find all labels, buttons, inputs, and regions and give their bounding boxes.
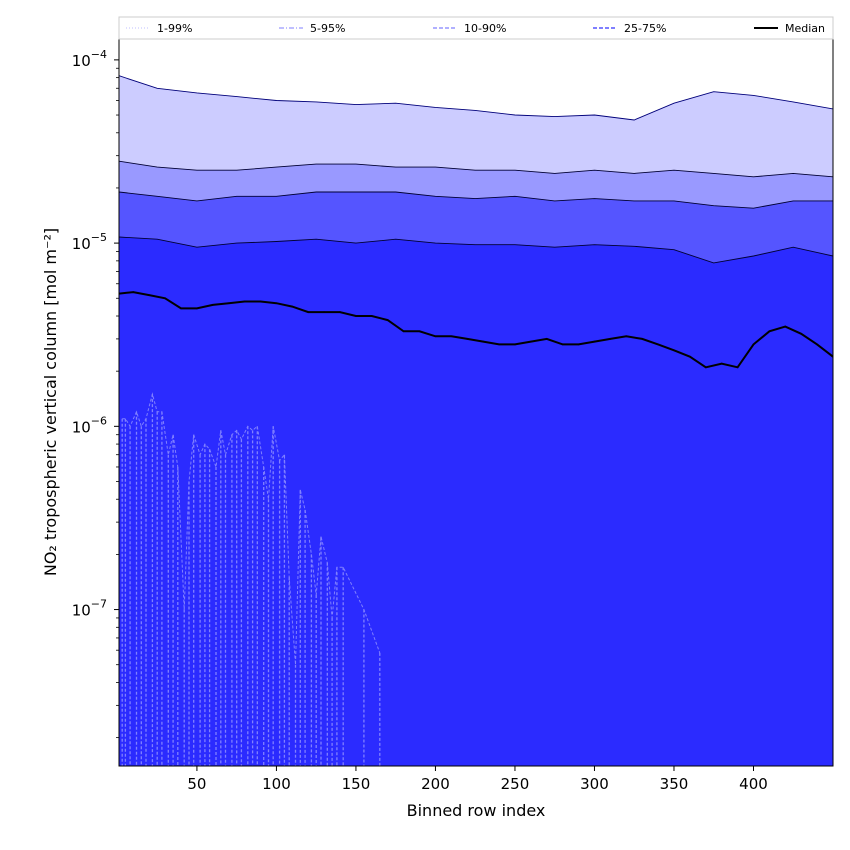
median-point-2 [148,294,150,296]
median-point-42 [784,325,787,328]
median-point-36 [689,355,691,358]
legend-box [118,16,834,40]
median-point-28 [561,343,564,346]
band-upper-edge-0 [119,75,833,121]
band-upper-edge-3 [119,236,833,264]
bands-layer [119,75,833,766]
legend-label-0: 1-99% [157,22,192,35]
y-axis: 10−7 10−6 10−5 10−4 [72,48,119,739]
median-point-15 [355,315,357,317]
y-tick-label-1: 10−6 [72,414,107,436]
median-point-25 [514,343,516,346]
band-upper-edge-2 [119,191,833,209]
median-point-30 [593,340,596,343]
median-point-12 [307,311,310,313]
median-point-24 [498,343,500,346]
legend-label-3: 25-75% [624,22,666,35]
median-point-13 [323,311,325,313]
median-point-9 [259,300,262,303]
median-point-14 [339,311,341,313]
legend-label-4: Median [785,22,825,35]
band-3 [119,237,833,766]
y-tick-label-0: 10−7 [72,598,107,620]
median-point-1 [132,291,135,293]
legend-label-2: 10-90% [464,22,506,35]
x-tick-label-400: 400 [739,775,768,793]
x-axis: 50 100 150 200 250 300 350 400 [187,766,768,793]
median-point-20 [434,335,437,338]
x-tick-label-200: 200 [421,775,450,793]
median-point-5 [196,307,198,310]
x-tick-label-300: 300 [580,775,609,793]
x-tick-label-250: 250 [501,775,530,793]
median-point-37 [705,366,707,369]
x-tick-label-50: 50 [187,775,206,793]
median-point-31 [609,338,612,340]
median-point-33 [641,338,643,340]
lower-percentile-spikes [121,392,381,766]
median-point-21 [450,335,453,338]
legend: 1-99% 5-95% 10-90% 25-75% Median [118,16,834,40]
median-point-35 [673,349,675,352]
median-point-32 [625,335,628,338]
median-point-44 [816,343,818,346]
y-tick-label-3: 10−4 [72,48,107,70]
median-point-41 [768,330,771,333]
median-point-18 [402,330,405,333]
median-point-19 [418,330,421,333]
median-line [119,291,833,369]
y-axis-label: NO₂ tropospheric vertical column [mol m⁻… [41,228,60,576]
median-point-27 [546,338,548,340]
median-point-10 [275,302,278,305]
x-axis-label: Binned row index [407,801,546,820]
median-point-11 [291,305,294,308]
median-point-23 [482,340,485,343]
median-point-7 [227,302,230,305]
median-point-39 [736,366,739,369]
median-point-16 [371,315,373,317]
x-tick-label-150: 150 [342,775,371,793]
median-point-26 [530,340,532,343]
x-tick-label-350: 350 [660,775,689,793]
median-point-22 [466,338,469,340]
median-point-8 [243,300,246,303]
median-point-29 [577,343,580,346]
median-point-38 [720,362,723,365]
median-point-43 [800,333,802,335]
median-point-34 [657,343,659,346]
legend-label-1: 5-95% [310,22,345,35]
x-tick-label-100: 100 [262,775,291,793]
median-point-40 [752,343,755,346]
median-point-3 [164,297,166,300]
median-point-17 [386,319,389,321]
median-point-4 [180,307,182,310]
y-tick-label-2: 10−5 [72,231,107,253]
plot-area [119,75,833,766]
spike-envelope [122,392,381,665]
band-upper-edge-1 [119,160,833,178]
median-point-6 [212,304,214,306]
